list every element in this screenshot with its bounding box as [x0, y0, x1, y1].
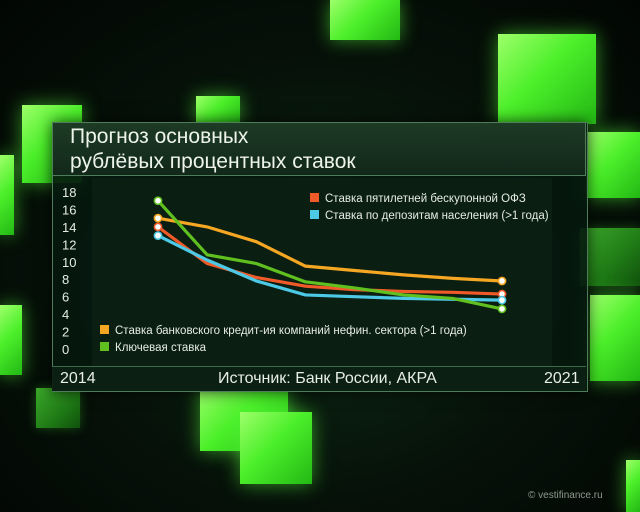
y-tick-label: 12: [62, 237, 76, 252]
legend-label: Ставка пятилетней бескупонной ОФЗ: [325, 193, 526, 205]
series-line: [156, 216, 504, 283]
background-cube: [0, 155, 14, 235]
end-year-label: 2021: [544, 370, 580, 387]
legend-swatch: [310, 193, 319, 202]
background-cube: [240, 412, 312, 484]
series-endpoint-marker: [153, 222, 163, 232]
legend-label: Ставка по депозитам населения (>1 года): [325, 210, 549, 222]
y-tick-label: 10: [62, 255, 76, 270]
background-cube: [580, 228, 640, 286]
y-tick-label: 0: [62, 342, 69, 357]
legend-swatch: [100, 325, 109, 334]
background-cube: [330, 0, 400, 40]
series-endpoint-marker: [497, 276, 507, 286]
background-cube: [498, 34, 596, 124]
y-tick-label: 18: [62, 185, 76, 200]
background-cube: [0, 305, 22, 375]
watermark: © vestifinance.ru: [528, 490, 603, 501]
background-cube: [586, 132, 640, 198]
y-tick-label: 8: [62, 272, 69, 287]
legend-swatch: [310, 210, 319, 219]
legend-label: Ставка банковского кредит-ия компаний не…: [115, 325, 467, 337]
chart-title: Прогноз основных рублёвых процентных ста…: [70, 125, 356, 173]
y-tick-label: 16: [62, 202, 76, 217]
y-tick-label: 2: [62, 325, 69, 340]
source-label: Источник: Банк России, АКРА: [218, 370, 437, 387]
plot-area: [92, 178, 552, 366]
legend-label: Ключевая ставка: [115, 342, 207, 354]
y-tick-label: 4: [62, 307, 69, 322]
background-cube: [196, 96, 240, 126]
background-cube: [590, 295, 640, 381]
legend-swatch: [100, 342, 109, 351]
series-line: [156, 199, 504, 311]
background-cube: [626, 460, 640, 512]
y-tick-label: 6: [62, 290, 69, 305]
series-endpoint-marker: [497, 304, 507, 314]
y-tick-label: 14: [62, 220, 76, 235]
series-endpoint-marker: [153, 213, 163, 223]
chart-footer: 2014 Источник: Банк России, АКРА 2021: [52, 366, 586, 391]
series-endpoint-marker: [497, 295, 507, 305]
series-endpoint-marker: [153, 196, 163, 206]
series-line: [156, 225, 504, 296]
title-bar: [52, 122, 586, 176]
start-year-label: 2014: [60, 370, 96, 387]
background-cube: [36, 388, 80, 428]
series-endpoint-marker: [153, 231, 163, 241]
